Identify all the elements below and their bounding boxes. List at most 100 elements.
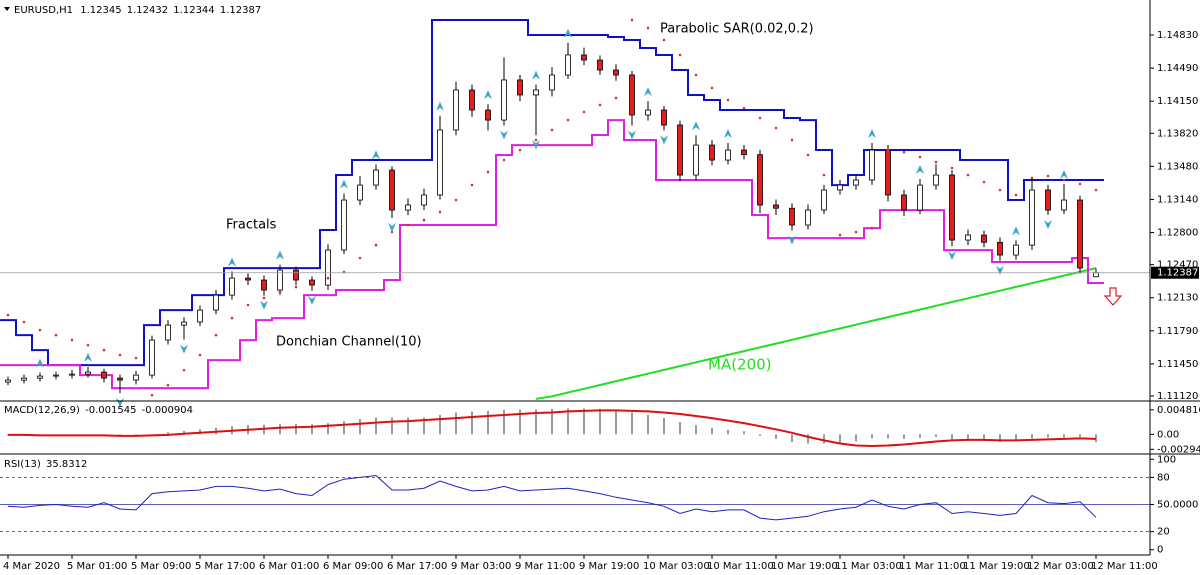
candle-body [1077, 199, 1083, 269]
candle-body [965, 234, 971, 241]
menu-triangle[interactable] [4, 7, 10, 11]
fractal-up [868, 129, 876, 139]
y-tick-label: 0 [1157, 545, 1163, 556]
y-tick-label: 1.12470 [1157, 260, 1198, 271]
sar-dot [118, 353, 122, 357]
fractal-down [532, 140, 540, 150]
sar-dot [54, 333, 58, 337]
candle-body [949, 174, 955, 241]
sar-dot [870, 226, 874, 230]
sar-dot [614, 96, 618, 100]
sar-dot [198, 353, 202, 357]
sar-dot [598, 103, 602, 107]
sar-dot [726, 98, 730, 102]
chart-header: EURUSD,H1 1.12345 1.12432 1.12344 1.1238… [14, 5, 261, 16]
y-tick-label: 1.11450 [1157, 359, 1198, 370]
candle-body [757, 154, 763, 206]
sar-dot [502, 158, 506, 162]
fractal-up [484, 90, 492, 100]
current-price-label: 1.12387 [1157, 268, 1198, 279]
grid-layer: 1.14830 1.14490 1.14150 1.13820 1.13480 1.131… [0, 30, 1200, 572]
fractal-down [996, 265, 1004, 275]
x-tick-label: 9 Mar 03:00 [451, 561, 511, 572]
sar-dot [710, 86, 714, 90]
current-price-box [1151, 266, 1199, 279]
sar-dot [550, 128, 554, 132]
y-tick-label: 0.004816 [1157, 405, 1200, 416]
candle-body [101, 371, 107, 379]
y-tick-label: 50.0000 [1157, 500, 1198, 511]
ma-line [535, 267, 1097, 400]
sar-dot [22, 320, 26, 324]
y-tick-label: 1.12130 [1157, 293, 1198, 304]
sar-dot [982, 180, 986, 184]
x-tick-label: 6 Mar 01:00 [259, 561, 319, 572]
sar-dot [38, 328, 42, 332]
x-tick-label: 6 Mar 17:00 [387, 561, 447, 572]
candle-body [869, 149, 875, 181]
y-tick-label: 1.14490 [1157, 63, 1198, 74]
sar-dot [854, 230, 858, 234]
sar-annotation: Parabolic SAR(0.02,0.2) [660, 22, 814, 37]
x-tick-label: 10 Mar 03:00 [643, 561, 710, 572]
candle-body [581, 54, 587, 61]
candle-body [453, 89, 459, 131]
candle-body [485, 109, 491, 121]
sar-dot [422, 218, 426, 222]
sar-dot [214, 333, 218, 337]
x-tick-label: 12 Mar 11:00 [1091, 561, 1158, 572]
candle-body [901, 194, 907, 211]
sar-dot [246, 303, 250, 307]
fractal-up [724, 129, 732, 139]
sar-dot [294, 285, 298, 289]
candle-body [293, 269, 299, 281]
candle-body [597, 59, 603, 71]
candle-body [133, 374, 139, 381]
fractals-annotation: Fractals [226, 218, 277, 233]
sar-dot [1014, 193, 1018, 197]
x-tick-label: 10 Mar 19:00 [771, 561, 838, 572]
candle-body [1061, 199, 1067, 211]
candle-body [693, 144, 699, 176]
fractal-up [564, 28, 572, 38]
y-tick-label: 0.00 [1157, 429, 1179, 440]
y-tick-label: 1.13140 [1157, 194, 1198, 205]
candle-body [373, 169, 379, 186]
candle-body [501, 79, 507, 121]
candle-body [917, 184, 923, 211]
sell-signal-arrow [1103, 287, 1123, 306]
candle-body [837, 184, 843, 191]
sar-dot [806, 153, 810, 157]
candle-body [533, 89, 539, 96]
candle-body [117, 377, 123, 381]
candle-body [325, 249, 331, 286]
sar-dot [950, 166, 954, 170]
x-tick-label: 5 Mar 17:00 [195, 561, 255, 572]
x-tick-label: 10 Mar 11:00 [707, 561, 774, 572]
fractal-up [1060, 169, 1068, 179]
sar-dot [758, 116, 762, 120]
sar-dot [534, 138, 538, 142]
candle-body [469, 89, 475, 111]
ma-annotation: MA(200) [708, 356, 772, 374]
candle-body [229, 277, 235, 296]
candle-body [885, 149, 891, 196]
fractal-down [660, 135, 668, 145]
candle-body [197, 309, 203, 323]
candle-body [1093, 272, 1099, 278]
fractal-up [436, 101, 444, 111]
fractal-down [948, 251, 956, 261]
sar-dot [166, 383, 170, 387]
candle-body [437, 129, 443, 196]
fractal-up [84, 352, 92, 362]
x-tick-label: 5 Mar 09:00 [131, 561, 191, 572]
sar-dot [6, 313, 10, 317]
sar-dot [134, 356, 138, 360]
sar-dot [278, 290, 282, 294]
candle-body [677, 124, 683, 176]
macd-header: MACD(12,26,9) -0.001545 -0.000904 [4, 405, 193, 416]
sar-dot [262, 296, 266, 300]
candle-body [149, 339, 155, 376]
candle-body [341, 199, 347, 251]
